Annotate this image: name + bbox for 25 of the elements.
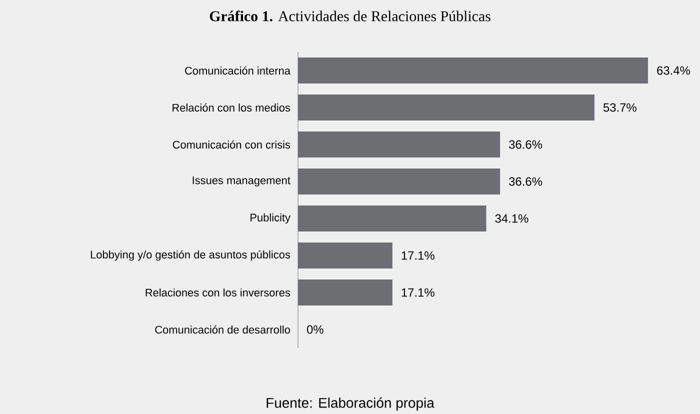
bar <box>298 168 500 195</box>
data-label: 17.1% <box>402 251 434 260</box>
y-tick-label: Relaciones con los inversores <box>146 288 290 297</box>
data-label: 0% <box>306 325 324 334</box>
bar <box>298 58 648 84</box>
data-label: 36.6% <box>509 140 542 149</box>
data-label: 36.6% <box>509 177 542 186</box>
bar <box>298 132 500 158</box>
data-label: 53.7% <box>603 103 636 112</box>
y-tick-label: Comunicación interna <box>185 66 290 75</box>
y-tick-label: Relación con los medios <box>172 103 290 112</box>
y-tick-label: Publicity <box>250 213 290 224</box>
y-tick-label: Comunicación de desarrollo <box>155 325 290 334</box>
source-note: Fuente: Elaboración propia <box>266 397 434 411</box>
bar <box>298 280 392 306</box>
bar <box>298 242 392 269</box>
y-tick-label: Issues management <box>192 176 290 186</box>
bar <box>298 94 594 121</box>
data-label: 63.4% <box>657 66 690 75</box>
bar <box>298 206 486 232</box>
y-tick-label: Comunicación con crisis <box>172 140 290 149</box>
chart-title: Gráfico 1. Actividades de Relaciones Públicas <box>210 10 490 22</box>
data-label: 34.1% <box>495 214 528 223</box>
data-label: 17.1% <box>402 288 434 297</box>
y-tick-label: Lobbying y/o gestión de asuntos públicos <box>90 250 290 261</box>
